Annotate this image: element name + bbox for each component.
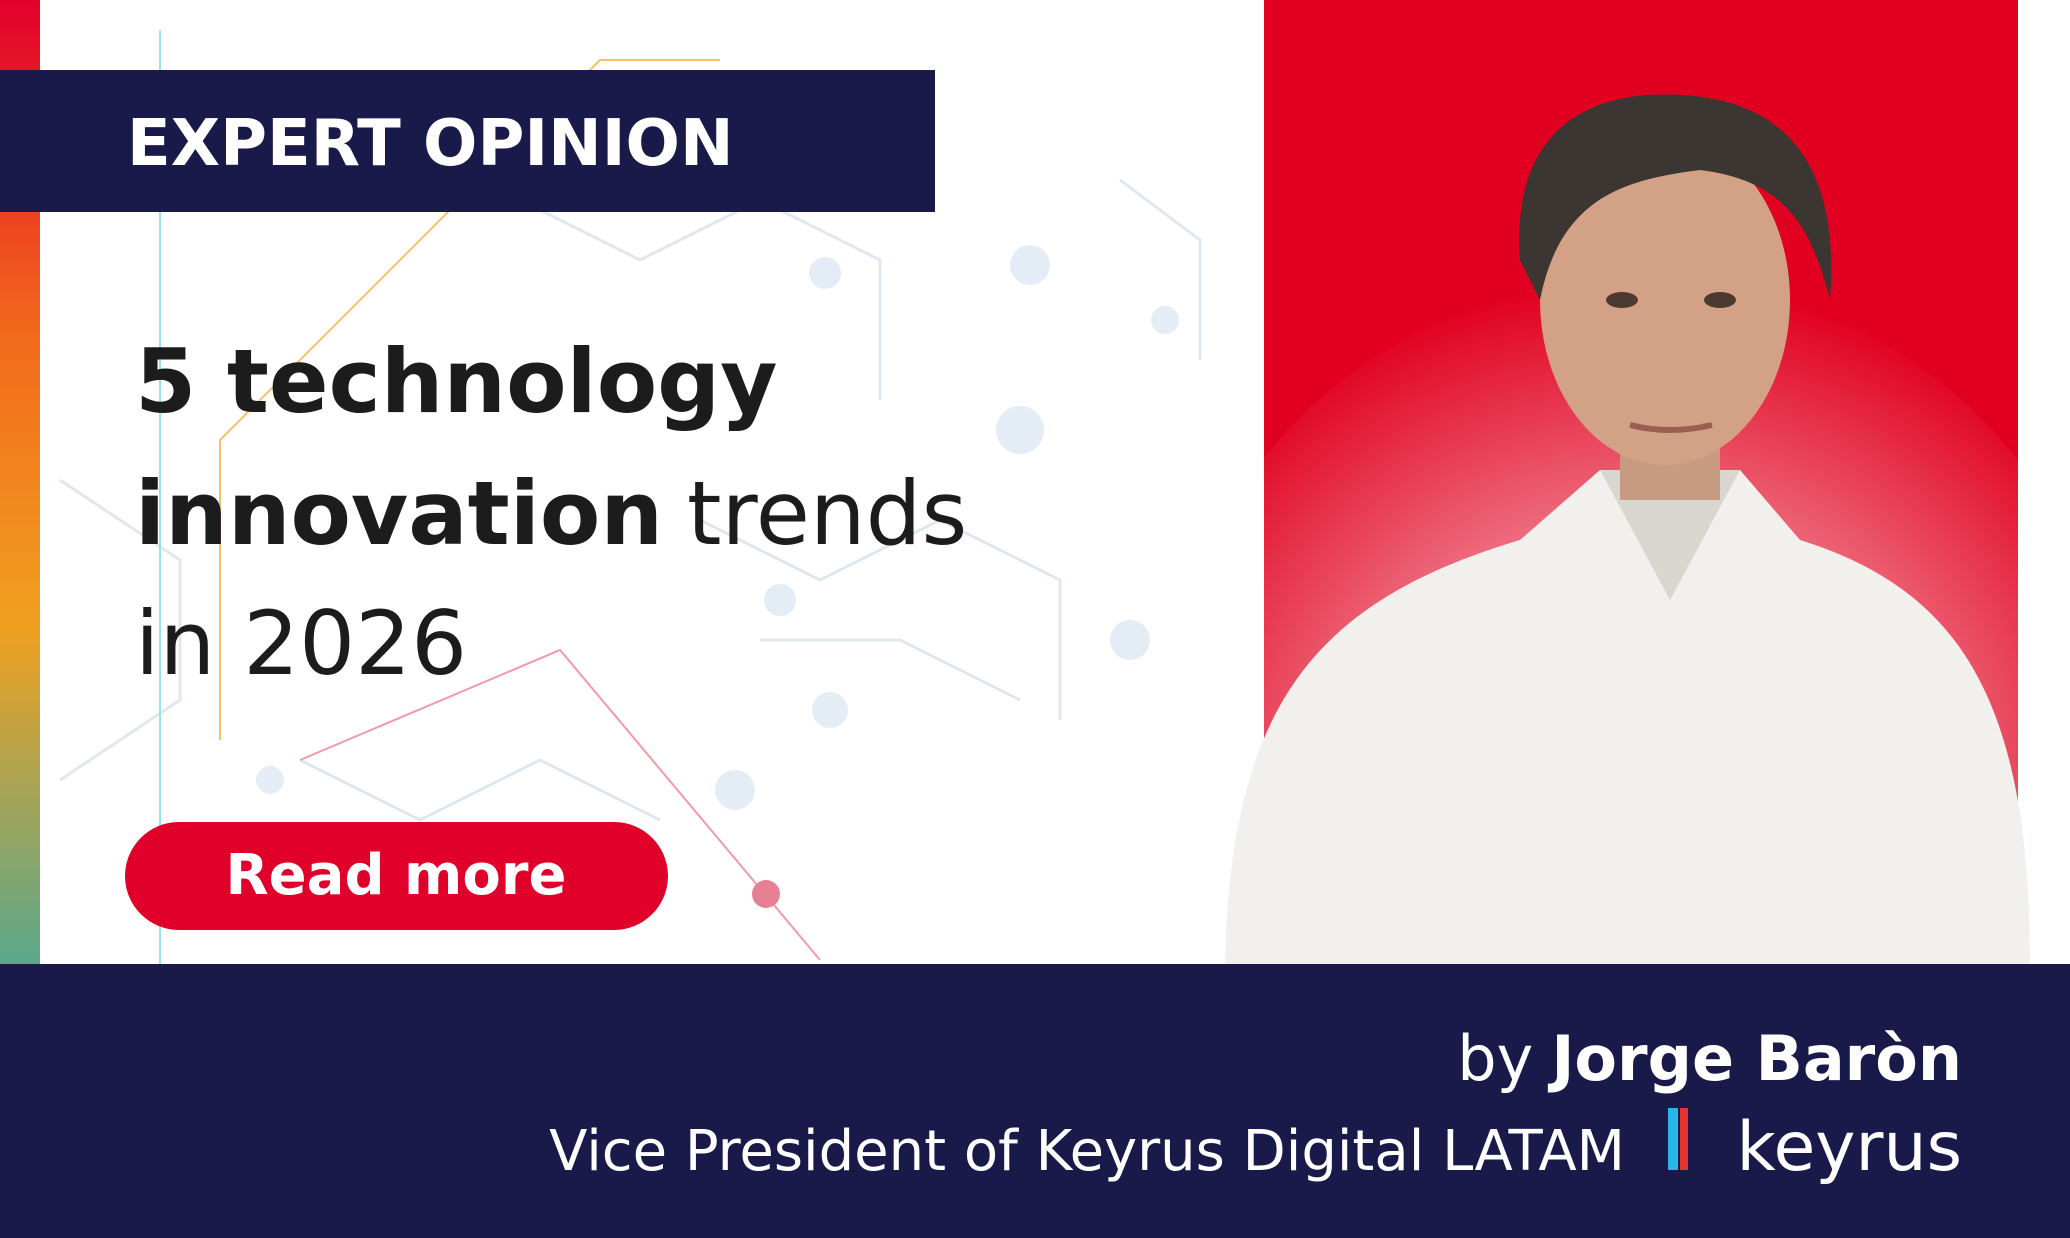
headline-line: 5 technology	[135, 330, 778, 433]
author-name: Jorge Baròn	[1547, 1022, 1962, 1095]
headline-line: innovation trends	[135, 462, 967, 565]
button-label[interactable]: Read more	[226, 843, 567, 908]
logo-accent	[1680, 1108, 1688, 1170]
badge-text: EXPERT OPINION	[127, 107, 734, 181]
portrait	[1225, 94, 2030, 964]
byline: by Jorge Baròn	[1457, 1022, 1962, 1095]
footer-band	[0, 964, 2070, 1238]
network-dots	[256, 245, 1179, 810]
logo-accent	[1668, 1108, 1678, 1170]
accent-dot	[752, 880, 780, 908]
read-more-button[interactable]: Read more	[125, 822, 668, 930]
button-background[interactable]	[125, 822, 668, 930]
accent-line	[299, 648, 821, 961]
byline-prefix: by	[1457, 1022, 1533, 1095]
logo: keyrus	[1736, 1108, 1962, 1187]
headline-line: in 2026	[135, 592, 467, 695]
author-role: Vice President of Keyrus Digital LATAM	[549, 1119, 1625, 1184]
badge-background	[0, 70, 935, 212]
headline-bold: innovation	[135, 462, 663, 565]
accent-line	[219, 59, 720, 740]
headline-regular: trends	[687, 462, 967, 565]
